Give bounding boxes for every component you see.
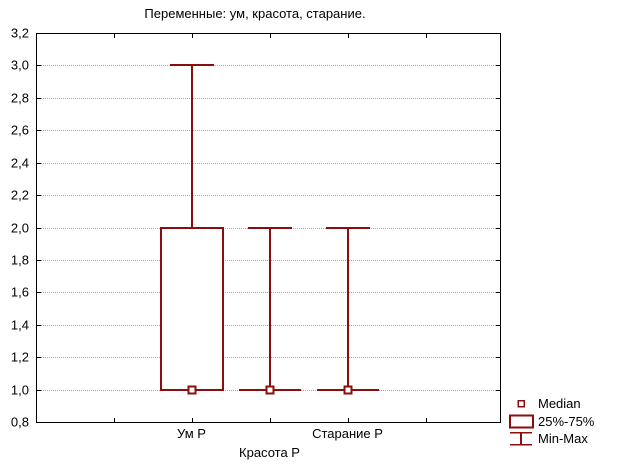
y-tick-label: 1,6	[11, 285, 29, 300]
legend-label: Min-Max	[538, 430, 588, 446]
chart-title: Переменные: ум, красота, старание.	[144, 6, 366, 21]
iqr-box	[160, 227, 224, 391]
box-icon	[506, 413, 536, 430]
y-tick-label: 1,4	[11, 318, 29, 333]
legend-label: 25%-75%	[538, 413, 595, 429]
whisker-icon	[506, 430, 536, 447]
legend-item: Min-Max	[506, 430, 588, 447]
x-category-label: Ум Р	[177, 426, 206, 441]
y-tick-label: 2,6	[11, 123, 29, 138]
y-tick-label: 2,0	[11, 221, 29, 236]
y-tick-label: 3,2	[11, 26, 29, 41]
y-tick-label: 3,0	[11, 58, 29, 73]
y-tick-label: 0,8	[11, 415, 29, 430]
y-tick-label: 2,8	[11, 91, 29, 106]
median-marker	[265, 385, 275, 395]
median-marker	[343, 385, 353, 395]
y-tick-label: 2,2	[11, 188, 29, 203]
legend-item: Median	[506, 395, 581, 412]
median-marker-icon	[506, 395, 536, 412]
legend-label: Median	[538, 396, 581, 411]
x-category-label: Старание Р	[312, 426, 383, 441]
y-tick-label: 2,4	[11, 156, 29, 171]
x-category-label: Красота Р	[239, 445, 300, 460]
y-tick-label: 1,0	[11, 383, 29, 398]
y-tick-label: 1,2	[11, 350, 29, 365]
y-tick-label: 1,8	[11, 253, 29, 268]
median-marker	[187, 385, 197, 395]
legend-item: 25%-75%	[506, 413, 594, 430]
plot-frame	[36, 33, 501, 423]
